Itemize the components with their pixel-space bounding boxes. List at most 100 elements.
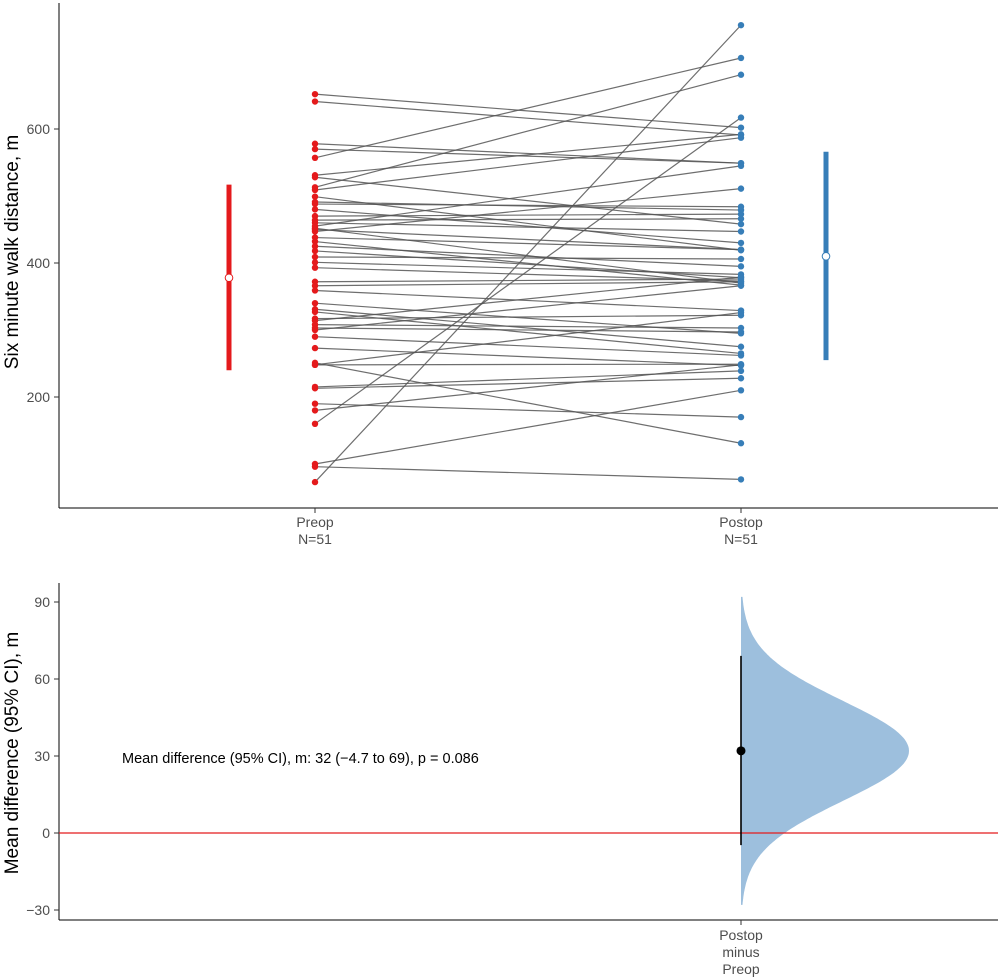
pair-line [314,208,742,244]
preop-point [311,145,319,153]
pair-line [314,188,742,233]
preop-points [311,90,319,486]
preop-point [311,253,319,261]
postop-point [737,375,745,382]
pair-line [314,148,742,164]
preop-point [311,98,319,105]
postop-point [737,273,745,281]
postop-point [737,413,745,421]
postop-point [737,281,745,289]
summary-mean-point [821,251,831,261]
pair-line [314,261,742,275]
preop-point [311,287,319,294]
postop-point [737,387,745,394]
postop-point [737,134,745,141]
pair-line [314,364,742,411]
pair-line [314,24,742,483]
bootstrap-distribution [741,596,909,905]
pair-line [314,289,742,312]
bottom-y-ticks: −30 0 30 60 90 [26,594,59,918]
postop-point [737,210,745,218]
preop-point [311,90,319,98]
pair-line [314,143,742,164]
preop-point [311,308,319,316]
pair-line [314,314,742,320]
bottom-y-tick-label: 90 [34,594,50,610]
bottom-y-tick-label: −30 [26,902,50,918]
x-tick-n-preop: N=51 [298,531,332,547]
summary-bars [224,151,831,371]
pair-line [314,203,742,208]
pair-line [314,363,742,366]
postop-points [737,21,745,483]
x-tick-label-postop: Postop [719,514,763,530]
x-tick-n-postop: N=51 [724,531,758,547]
top-y-tick-label: 200 [27,389,51,405]
pair-line [314,308,742,348]
postop-point [737,361,745,369]
bottom-y-tick-label: 60 [34,671,50,687]
preop-point [311,264,319,271]
pair-line [314,100,742,136]
pair-line [314,196,742,251]
top-y-ticks: 200 400 600 [27,121,59,405]
postop-point [737,215,745,222]
preop-point [311,200,319,208]
pair-line [314,389,742,465]
pair-line [314,227,742,284]
pair-line [314,218,742,221]
mean-difference-point [736,746,746,756]
postop-point [737,54,745,62]
preop-point [311,344,319,352]
postop-point [737,440,745,447]
pair-line [314,336,742,357]
preop-point [311,420,319,427]
postop-point [737,352,745,359]
preop-point [311,300,319,307]
top-y-axis-title: Six minute walk distance, m [2,135,23,369]
preop-point [311,463,319,470]
top-y-tick-label: 600 [27,121,51,137]
pair-line [314,267,742,282]
pair-line [314,285,742,331]
pair-line [314,362,742,444]
bottom-y-axis-title: Mean difference (95% CI), m [2,632,23,875]
postop-point [737,220,745,228]
pair-line [314,236,742,251]
x-tick-label-line2: minus [722,944,759,960]
pair-line [314,245,742,267]
preop-point [311,326,319,334]
pair-line [314,201,742,211]
pair-line [314,222,742,233]
postop-point [737,309,745,316]
postop-point [737,124,745,131]
pair-line [314,93,742,129]
postop-point [737,228,745,235]
postop-point [737,263,745,270]
preop-point [311,333,319,340]
pair-line [314,176,742,225]
pair-line [314,327,742,333]
postop-point [737,476,745,483]
top-x-ticks: Preop N=51 Postop N=51 [296,508,763,547]
preop-point [311,247,319,255]
pair-line [314,228,742,251]
postop-point [737,203,745,210]
pair-line [314,74,742,188]
mean-difference-annotation: Mean difference (95% CI), m: 32 (−4.7 to… [122,751,479,767]
preop-point [311,193,319,200]
preop-point [311,407,319,414]
pair-line [314,133,742,176]
postop-point [737,21,745,29]
preop-point [311,186,319,194]
preop-point [311,154,319,162]
x-tick-label-preop: Preop [296,514,334,530]
preop-point [311,259,319,266]
postop-point [737,343,745,350]
pair-line [314,377,742,389]
pair-line [314,311,742,366]
pair-line [314,240,742,286]
pair-line [314,256,742,260]
pair-line [314,250,742,279]
